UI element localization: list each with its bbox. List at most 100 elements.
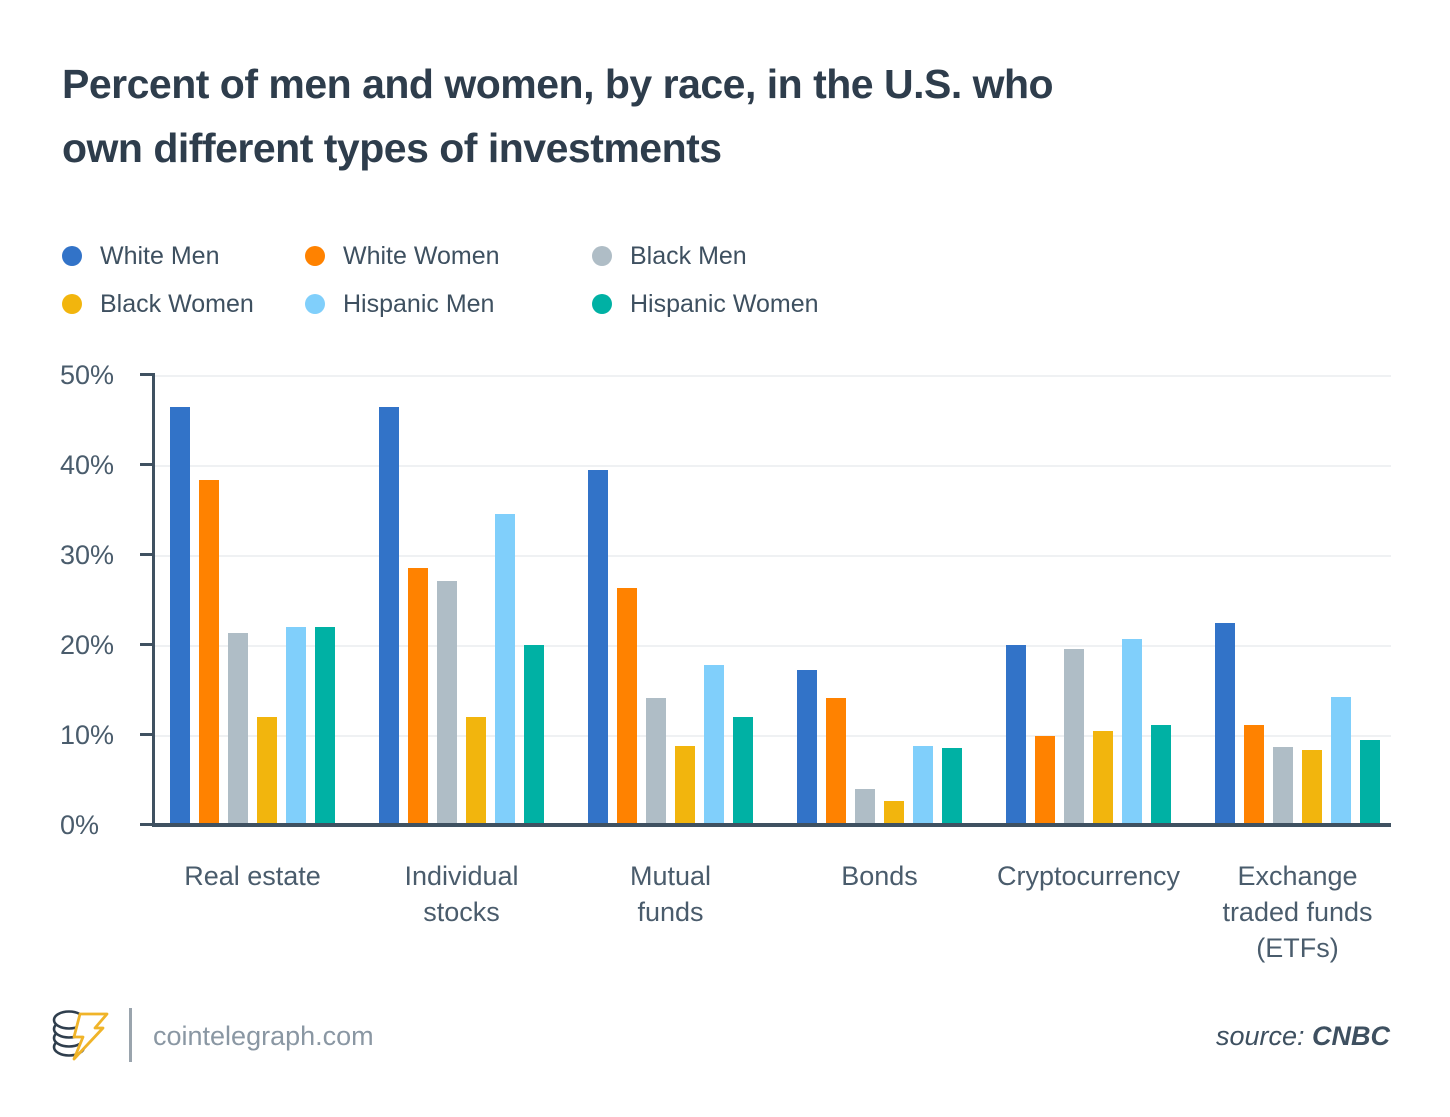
legend-label: Hispanic Women (630, 289, 819, 318)
bar-black-women (1093, 731, 1113, 825)
legend-item-white-women: White Women (305, 241, 592, 271)
x-axis-category-label: Cryptocurrency (977, 858, 1201, 894)
x-axis-label-line: funds (637, 897, 704, 927)
x-axis-category-label: Individual stocks (350, 858, 574, 930)
legend-label: Black Women (100, 289, 254, 318)
bar-black-women (466, 717, 486, 825)
bar-hispanic-women (315, 627, 335, 825)
y-axis-tick-label: 10% (60, 720, 115, 750)
bar-white-women (1244, 725, 1264, 825)
x-axis-label-line: Real estate (184, 861, 321, 891)
bar-hispanic-women (1151, 725, 1171, 825)
bar-black-women (257, 717, 277, 825)
y-axis-tick-label: 30% (60, 540, 115, 570)
bar-white-men (588, 469, 608, 825)
bar-hispanic-women (942, 747, 962, 825)
legend-dot-icon (305, 246, 325, 266)
y-axis-tick (140, 463, 153, 466)
y-axis-tick-label: 40% (60, 450, 115, 480)
bar-black-women (884, 800, 904, 825)
bar-hispanic-men (704, 664, 724, 825)
bar-white-men (1215, 623, 1235, 825)
source-value: CNBC (1312, 1021, 1390, 1051)
bar-hispanic-men (1331, 697, 1351, 825)
bar-hispanic-men (495, 513, 515, 825)
gridline (155, 735, 1391, 737)
footer-divider (129, 1008, 132, 1062)
bar-black-men (437, 581, 457, 825)
bar-hispanic-men (1122, 638, 1142, 825)
x-axis-label-line: Mutual (629, 861, 712, 891)
legend-item-black-women: Black Women (62, 289, 305, 319)
bar-black-men (1064, 648, 1084, 825)
y-axis-tick (140, 553, 153, 556)
x-axis-label-line: Exchange (1237, 861, 1358, 891)
source-attribution: source: CNBC (1216, 1021, 1390, 1052)
x-axis-label-line: (ETFs) (1256, 933, 1339, 963)
y-axis-tick (140, 643, 153, 646)
x-axis-label-line: Individual (404, 861, 519, 891)
legend-label: Black Men (630, 241, 747, 270)
y-axis-tick-label: 0% (60, 810, 100, 840)
legend-dot-icon (592, 294, 612, 314)
bar-white-women (1035, 735, 1055, 825)
y-axis-tick-label: 50% (60, 360, 115, 390)
chart-title-line-1: Percent of men and women, by race, in th… (62, 61, 1054, 107)
x-axis-category-label: Real estate (141, 858, 365, 894)
chart-title: Percent of men and women, by race, in th… (62, 52, 1054, 180)
bar-black-women (1302, 750, 1322, 825)
gridline (155, 465, 1391, 467)
y-axis-line (152, 373, 155, 827)
footer-site-url: cointelegraph.com (153, 1021, 374, 1051)
bar-white-men (797, 670, 817, 825)
bar-white-women (408, 567, 428, 825)
legend-label: White Men (100, 241, 220, 270)
bar-white-men (170, 406, 190, 825)
y-axis-tick (140, 733, 153, 736)
legend-item-hispanic-men: Hispanic Men (305, 289, 592, 319)
x-axis-category-label: Mutual funds (559, 858, 783, 930)
bar-black-men (1273, 746, 1293, 825)
bar-white-women (199, 480, 219, 825)
chart-legend: White Men White Women Black Men Black Women… (62, 241, 819, 319)
bar-white-men (1006, 645, 1026, 825)
bar-white-women (826, 698, 846, 825)
y-axis-tick (140, 373, 153, 376)
bar-hispanic-men (286, 627, 306, 825)
gridline (155, 555, 1391, 557)
gridline (155, 375, 1391, 377)
legend-dot-icon (62, 246, 82, 266)
legend-dot-icon (305, 294, 325, 314)
cointelegraph-logo (52, 1010, 109, 1061)
bar-black-men (855, 789, 875, 825)
legend-label: Hispanic Men (343, 289, 495, 318)
legend-dot-icon (62, 294, 82, 314)
x-axis-label-line: traded funds (1222, 897, 1373, 927)
bar-hispanic-women (1360, 740, 1380, 825)
legend-item-black-men: Black Men (592, 241, 819, 271)
gridline (155, 645, 1391, 647)
plot-area (155, 375, 1391, 825)
chart-title-line-2: own different types of investments (62, 125, 722, 171)
y-axis-tick (140, 823, 153, 826)
bar-hispanic-women (524, 645, 544, 825)
y-axis-tick-label: 20% (60, 630, 115, 660)
x-axis-category-label: Bonds (768, 858, 992, 894)
legend-item-white-men: White Men (62, 241, 305, 271)
legend-item-hispanic-women: Hispanic Women (592, 289, 819, 319)
x-axis-label-line: Bonds (841, 861, 918, 891)
bar-black-women (675, 745, 695, 825)
legend-dot-icon (592, 246, 612, 266)
lightning-bolt-icon (72, 1012, 109, 1061)
x-axis-label-line: stocks (423, 897, 500, 927)
legend-label: White Women (343, 241, 500, 270)
bar-black-men (646, 698, 666, 825)
x-axis-label-line: Cryptocurrency (996, 861, 1181, 891)
bar-hispanic-men (913, 745, 933, 825)
bar-hispanic-women (733, 717, 753, 825)
x-axis-category-label: Exchange traded funds (ETFs) (1186, 858, 1410, 966)
bar-black-men (228, 633, 248, 825)
x-axis-line (155, 823, 1391, 827)
bar-white-men (379, 406, 399, 825)
